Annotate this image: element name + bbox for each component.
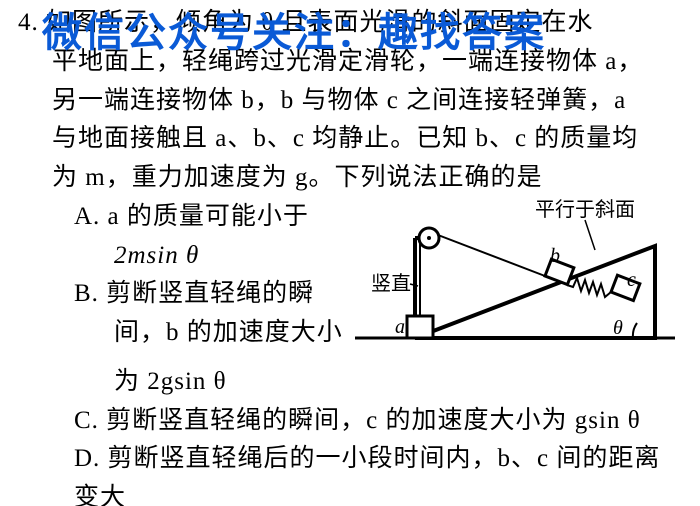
problem-number: 4.: [18, 4, 39, 43]
option-b-line-3: 为 2gsin θ: [18, 363, 682, 402]
option-a-line-1: A. a 的质量可能小于: [18, 198, 348, 237]
stem-line-4: 与地面接触且 a、b、c 均静止。已知 b、c 的质量均: [18, 120, 682, 159]
diagram-label-top: 平行于斜面: [535, 198, 635, 221]
option-d: D. 剪断竖直轻绳后的一小段时间内，b、c 间的距离变大: [18, 440, 682, 506]
stem-line-3: 另一端连接物体 b，b 与物体 c 之间连接轻弹簧，a: [18, 82, 682, 121]
stem-line-1: 如图所示，倾角为 θ 且表面光滑的斜面固定在水: [46, 9, 593, 36]
option-a-line-2: 2msin θ: [18, 237, 348, 276]
diagram-label-a: a: [395, 316, 405, 338]
diagram-label-b: b: [550, 245, 560, 267]
problem-stem: 4. 如图所示，倾角为 θ 且表面光滑的斜面固定在水: [18, 4, 682, 43]
stem-line-5: 为 m，重力加速度为 g。下列说法正确的是: [18, 159, 682, 198]
diagram-label-theta: θ: [613, 317, 623, 339]
option-c: C. 剪断竖直轻绳的瞬间，c 的加速度大小为 gsin θ: [18, 402, 682, 441]
option-b-line-1: B. 剪断竖直轻绳的瞬: [18, 275, 348, 314]
diagram-label-c: c: [627, 269, 636, 291]
physics-diagram: 平行于斜面 竖直 a b c θ: [348, 198, 682, 363]
diagram-label-vertical: 竖直: [371, 272, 411, 295]
stem-line-2: 平地面上，轻绳跨过光滑定滑轮，一端连接物体 a，: [18, 43, 682, 82]
option-b-line-2: 间，b 的加速度大小: [18, 314, 348, 353]
